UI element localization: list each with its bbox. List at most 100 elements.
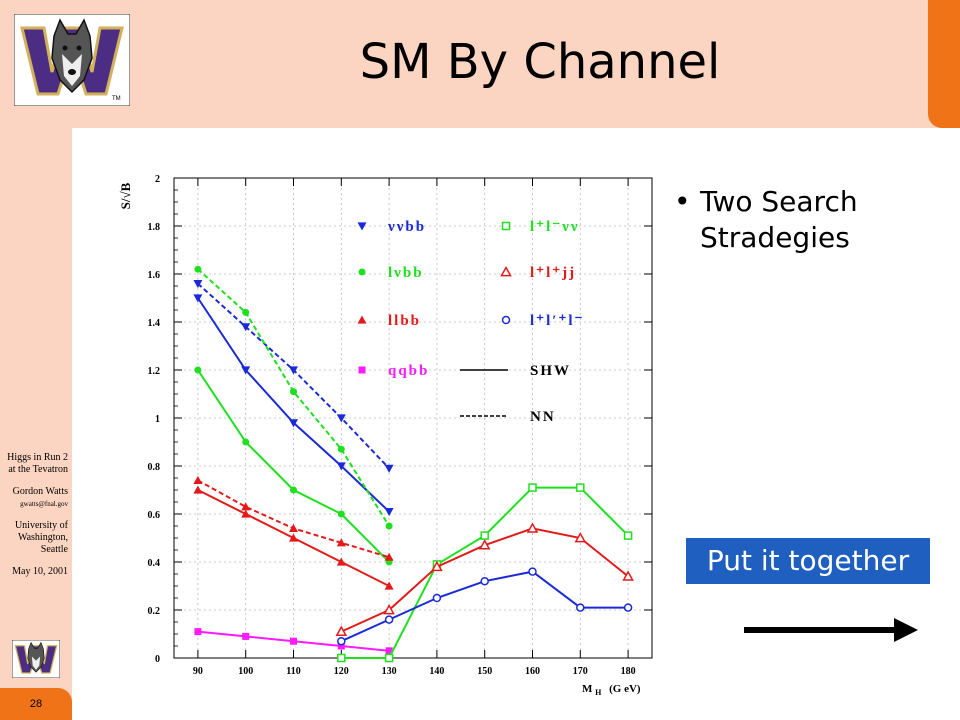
x-axis-label-main: M <box>582 683 593 695</box>
data-point <box>194 265 202 273</box>
legend-label: l⁺l′⁺l⁻ <box>530 313 584 329</box>
data-point <box>193 475 203 484</box>
data-point <box>384 552 394 561</box>
sidebar-band <box>0 0 72 720</box>
data-point <box>289 419 298 428</box>
author-email: gwatts@fnal.gov <box>20 500 68 508</box>
data-point <box>385 522 393 530</box>
y-tick-label: 0 <box>155 654 160 665</box>
bullet-dot-icon: • <box>674 185 691 218</box>
right-arrow-icon <box>744 618 918 642</box>
data-point <box>526 522 539 533</box>
legend-label: l⁺l⁺jj <box>530 265 576 281</box>
data-point <box>384 581 394 590</box>
data-point <box>358 366 366 374</box>
legend-label: NN <box>530 409 556 425</box>
header-band <box>0 0 960 128</box>
institution-line2: Washington, <box>17 532 68 543</box>
data-point <box>337 636 346 646</box>
legend-label: ννbb <box>387 219 426 235</box>
y-tick-label: 0.6 <box>148 510 161 521</box>
y-tick-label: 0.2 <box>148 606 161 617</box>
data-point <box>289 366 298 375</box>
data-point <box>336 557 346 566</box>
legend-label: SHW <box>530 363 571 379</box>
page-number: 28 <box>29 698 43 710</box>
y-axis-label: S/√B <box>118 182 133 209</box>
data-point <box>335 625 348 636</box>
data-point <box>337 642 345 650</box>
callout-box: Put it together <box>686 538 930 584</box>
data-point <box>431 560 443 572</box>
sm-channel-chart: 0 0.2 0.4 0.6 0.8 1 1.2 1.4 1.6 1.8 2 90 100 110 120 13… <box>118 174 653 698</box>
x-axis-label: M H (G eV) <box>582 683 641 698</box>
bullet-text: Two Search Stradegies <box>700 185 858 254</box>
data-point <box>290 637 297 645</box>
data-point <box>241 509 251 518</box>
data-point <box>241 502 251 511</box>
content-area <box>72 128 960 720</box>
data-point <box>193 294 203 303</box>
data-point <box>384 464 394 473</box>
husky-icon <box>51 18 93 94</box>
talk-date: May 10, 2001 <box>12 566 68 577</box>
y-tick-label: 0.4 <box>148 558 161 569</box>
data-point <box>289 533 298 542</box>
accent-bar-top <box>928 0 960 128</box>
talk-title-line1: Higgs in Run 2 <box>7 452 68 463</box>
data-point <box>336 538 346 547</box>
data-point <box>480 576 489 586</box>
bullet-point: • Two Search Stradegies <box>674 184 924 256</box>
y-tick-label: 1 <box>155 414 160 425</box>
legend-label: qqbb <box>388 363 429 379</box>
data-point <box>384 508 394 517</box>
x-tick-label: 120 <box>334 666 349 677</box>
x-tick-label: 100 <box>238 666 253 677</box>
data-point <box>384 615 394 624</box>
data-point <box>290 486 297 494</box>
x-tick-label: 90 <box>193 666 203 677</box>
x-tick-label: 170 <box>573 666 588 677</box>
x-tick-label: 130 <box>382 666 397 677</box>
y-tick-label: 0.8 <box>148 462 161 473</box>
data-point <box>384 653 394 663</box>
university-logo: TM <box>14 14 130 106</box>
x-axis-label-sub: H <box>595 688 602 697</box>
legend-label: lνbb <box>388 265 424 281</box>
legend-label: llbb <box>388 313 421 329</box>
data-point <box>194 366 202 374</box>
data-point <box>337 653 346 663</box>
data-point <box>336 414 346 423</box>
accent-bar-bottom <box>0 688 72 720</box>
data-point <box>289 523 298 532</box>
data-point <box>290 388 297 396</box>
data-point <box>194 628 202 636</box>
y-tick-label: 1.6 <box>148 270 161 281</box>
author-name: Gordon Watts <box>12 486 68 497</box>
chart-ticks: 0 0.2 0.4 0.6 0.8 1 1.2 1.4 1.6 1.8 2 90 100 110 120 13… <box>148 174 652 677</box>
y-tick-label: 1.8 <box>148 222 161 233</box>
data-point <box>528 567 537 576</box>
slide-title: SM By Channel <box>359 34 721 90</box>
data-point <box>242 438 250 446</box>
data-point <box>432 593 442 603</box>
data-point <box>358 268 366 276</box>
legend-label: l⁺l⁻νν <box>530 219 580 235</box>
data-point <box>337 445 345 453</box>
data-point <box>576 483 585 492</box>
x-tick-label: 150 <box>477 666 492 677</box>
institution-line1: University of <box>14 520 68 531</box>
x-tick-label: 180 <box>621 666 636 677</box>
data-point <box>193 280 203 289</box>
chart-legend: ννbb lνbb llbb qqbb l⁺l⁻νν l⁺l⁺jj l⁺l′⁺l⁻ SHW NN <box>357 219 584 425</box>
y-tick-label: 2 <box>155 174 160 185</box>
sidebar-info: Higgs in Run 2 at the Tevatron Gordon Wa… <box>0 452 68 578</box>
data-point <box>576 603 585 612</box>
data-point <box>337 510 345 518</box>
talk-title-line2: at the Tevatron <box>8 464 68 475</box>
x-tick-label: 140 <box>429 666 444 677</box>
data-point <box>357 315 367 324</box>
y-tick-label: 1.4 <box>148 318 161 329</box>
data-point <box>193 485 203 494</box>
chart-grid <box>174 177 652 659</box>
